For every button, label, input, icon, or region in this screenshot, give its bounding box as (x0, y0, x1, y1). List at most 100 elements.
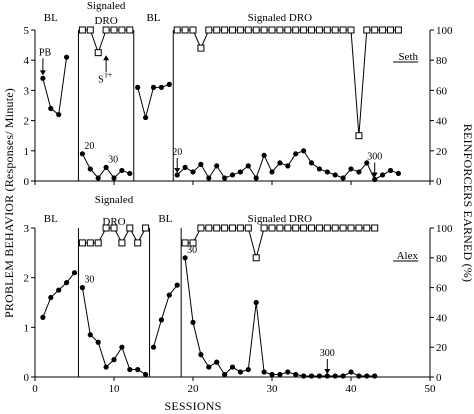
behavior-point (269, 371, 275, 378)
phase-label-line1: Signaled (95, 194, 134, 206)
reinforcer-point (371, 224, 379, 232)
reinforcer-point (78, 239, 86, 247)
reinforcer-point (315, 224, 323, 232)
reinforcer-point (347, 26, 355, 34)
reinforcer-point (371, 26, 379, 34)
behavior-point (229, 172, 236, 178)
annotation-arrowhead (103, 55, 110, 61)
annotation-label: 30 (108, 154, 118, 165)
behavior-point (206, 175, 212, 181)
reinforcer-point (308, 224, 315, 232)
behavior-point (372, 373, 378, 379)
annotation-label: 300 (367, 151, 382, 162)
annotation-arrowhead (371, 172, 378, 178)
behavior-point (56, 111, 62, 118)
behavior-point (64, 280, 70, 286)
behavior-point (308, 160, 315, 166)
right-y-tick-label: 60 (436, 283, 448, 295)
reinforcer-point (308, 26, 315, 34)
reinforcer-point (86, 26, 94, 34)
left-y-tick-label: 0 (24, 176, 30, 188)
reinforcer-point (181, 239, 189, 247)
left-y-tick-label: 3 (24, 223, 30, 235)
x-axis-title: SESSIONS (165, 399, 222, 413)
behavior-point (301, 373, 307, 379)
reinforcer-point (268, 26, 276, 34)
behavior-point (40, 314, 46, 320)
annotation-label: 20 (172, 147, 182, 158)
reinforcer-point (126, 224, 134, 232)
reinforcer-point (363, 224, 371, 232)
behavior-point (348, 369, 354, 375)
left-y-tick-label: 4 (24, 55, 30, 67)
behavior-point (387, 167, 394, 174)
behavior-point (214, 163, 220, 169)
annotation-label: PB (39, 47, 52, 58)
behavior-point (245, 366, 251, 373)
behavior-point (95, 175, 101, 181)
phase-label: BL (44, 213, 58, 225)
behavior-point (48, 294, 54, 301)
left-y-axis-title: PROBLEM BEHAVIOR (Responses/ Minute) (2, 88, 16, 318)
behavior-point (56, 287, 62, 293)
reinforcer-point (205, 26, 213, 34)
reinforcer-point (268, 224, 276, 232)
behavior-point (237, 169, 243, 175)
behavior-point (198, 352, 204, 358)
phase-label-line2: DRO (94, 15, 117, 27)
participant-name: Seth (398, 51, 418, 63)
behavior-point (364, 160, 370, 166)
reinforcer-point (86, 239, 94, 247)
behavior-point (158, 317, 164, 323)
behavior-point (119, 344, 125, 350)
reinforcer-point (252, 254, 260, 262)
right-y-tick-label: 80 (436, 253, 448, 265)
behavior-point (253, 175, 259, 181)
reinforcer-point (94, 49, 102, 57)
reinforcer-point (276, 26, 284, 34)
reinforcer-point (197, 224, 205, 232)
annotation-label: 30 (187, 245, 197, 256)
behavior-point (277, 160, 283, 166)
behavior-point (119, 167, 125, 174)
behavior-point (285, 369, 291, 375)
left-y-tick-label: 5 (24, 25, 30, 37)
reinforcer-point (236, 224, 244, 232)
behavior-point (127, 170, 133, 177)
behavior-point (340, 373, 346, 379)
behavior-point (79, 151, 85, 157)
phase-label: BL (158, 213, 172, 225)
left-y-tick-label: 2 (24, 116, 30, 128)
reinforcer-point (284, 26, 292, 34)
behavior-point (64, 54, 70, 60)
behavior-point (190, 319, 196, 325)
reinforcer-point (323, 26, 331, 34)
behavior-point (308, 373, 315, 379)
reinforcer-point (205, 224, 213, 232)
behavior-point (261, 369, 267, 375)
reinforcer-point (292, 26, 300, 34)
behavior-point (324, 169, 330, 175)
reinforcer-point (173, 26, 181, 34)
behavior-point (253, 299, 259, 306)
reinforcer-point (394, 26, 402, 34)
behavior-point (143, 371, 149, 378)
reinforcer-point (110, 26, 118, 34)
reinforcer-point (355, 132, 363, 140)
behavior-point (166, 292, 172, 298)
behavior-point (395, 170, 401, 177)
behavior-point (356, 169, 362, 175)
behavior-line (153, 284, 178, 348)
reinforcer-point (221, 26, 229, 34)
left-y-tick-label: 2 (24, 273, 30, 285)
reinforcer-point (189, 239, 197, 247)
annotation-arrowhead (174, 167, 181, 173)
reinforcer-point (189, 26, 197, 34)
reinforcer-point (292, 224, 300, 232)
behavior-line (184, 257, 375, 377)
right-y-tick-label: 60 (436, 85, 448, 97)
reinforcer-point (78, 26, 86, 34)
reinforcer-point (276, 224, 284, 232)
reinforcer-line (185, 227, 375, 260)
